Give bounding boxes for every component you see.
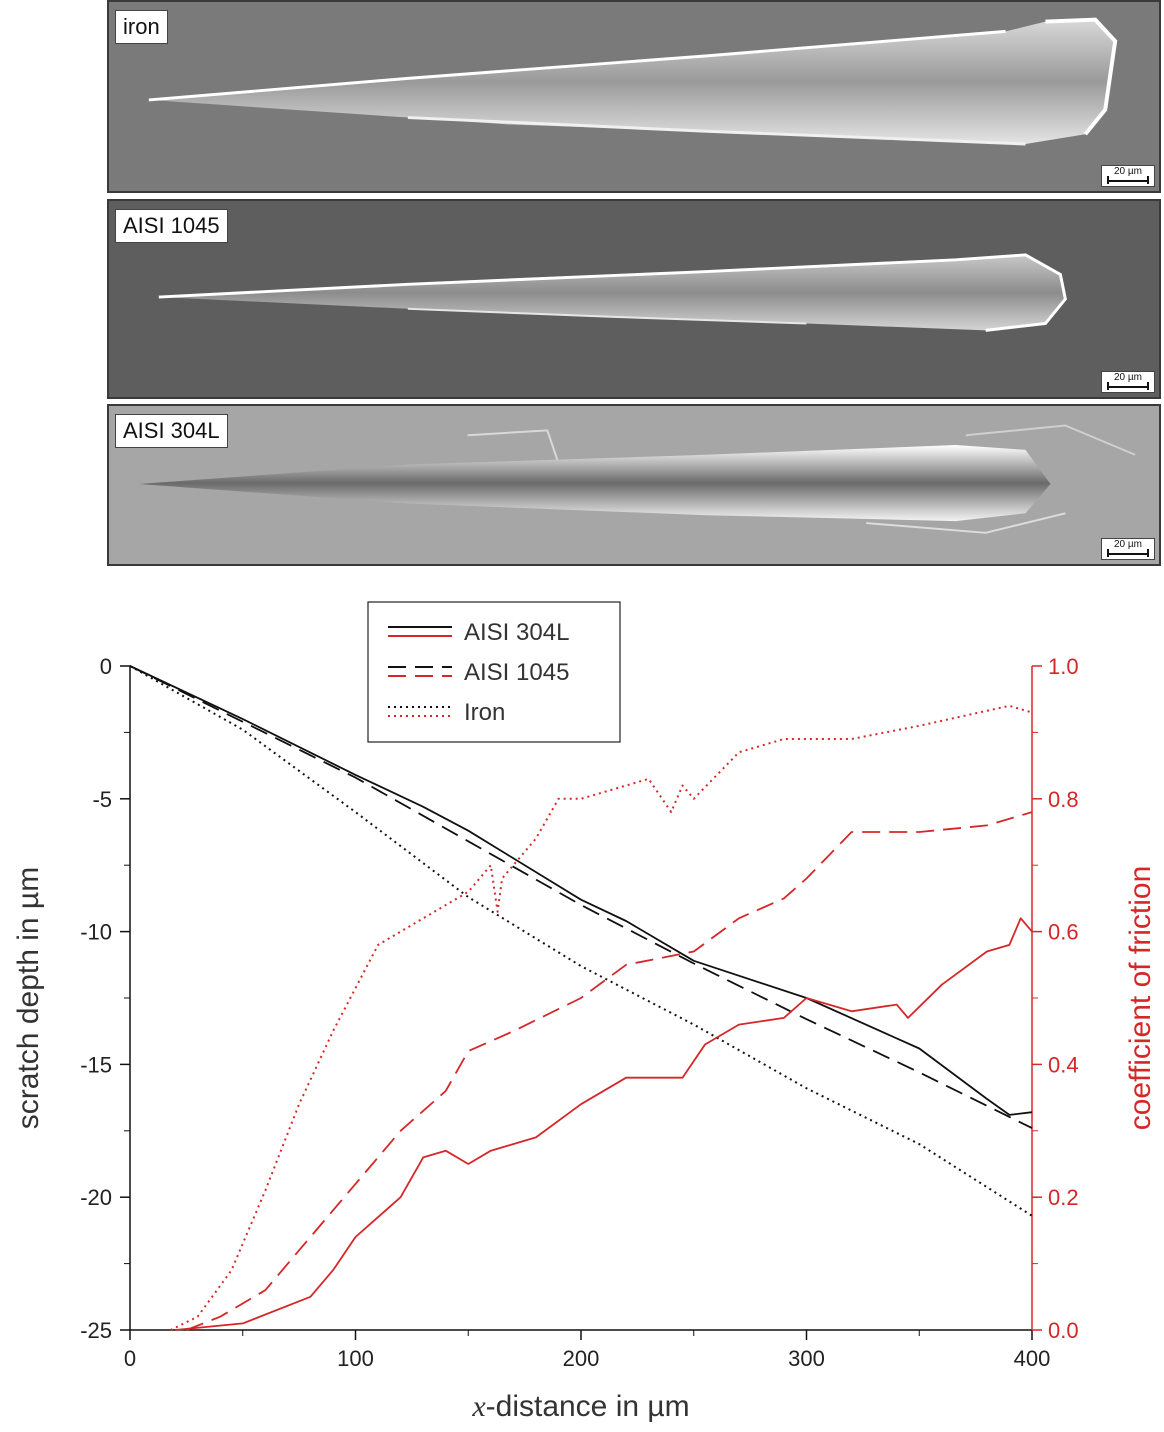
x-tick-label: 0 — [124, 1346, 136, 1371]
scratch-image — [109, 201, 1159, 397]
y2-axis-title: coefficient of friction — [1124, 866, 1157, 1131]
sem-panel-iron: iron 20 µm — [107, 0, 1161, 193]
y-tick-label: -20 — [80, 1185, 112, 1210]
x-tick-label: 400 — [1014, 1346, 1051, 1371]
scale-bar: 20 µm — [1101, 538, 1155, 560]
y-tick-label: -15 — [80, 1052, 112, 1077]
y2-tick-label: 0.2 — [1048, 1185, 1079, 1210]
legend-label: AISI 304L — [464, 619, 569, 646]
y-tick-label: -25 — [80, 1318, 112, 1343]
scratch-image — [109, 2, 1159, 191]
y-tick-label: -5 — [92, 787, 112, 812]
aisi-1045-friction-line — [186, 811, 1033, 1331]
y-axis-title: scratch depth in µm — [12, 867, 45, 1129]
y2-tick-label: 0.6 — [1048, 920, 1079, 945]
legend-label: AISI 1045 — [464, 659, 569, 686]
scale-bar: 20 µm — [1101, 371, 1155, 393]
x-axis-title: x-distance in µm — [471, 1390, 689, 1423]
legend-label: Iron — [464, 699, 505, 726]
y2-tick-label: 1.0 — [1048, 654, 1079, 679]
scratch-chart: 0 100 200 300 400 0 -5 -10 -15 -20 -25 0.0 0.2 0.4 0.6… — [12, 601, 1157, 1423]
iron-depth-line — [129, 665, 1033, 1217]
y-tick-label: -10 — [80, 920, 112, 945]
panel-label: iron — [115, 10, 168, 44]
sem-panel-aisi-304l: AISI 304L 20 µm — [107, 404, 1161, 566]
aisi-304l-friction-line — [175, 917, 1033, 1331]
y2-tick-label: 0.4 — [1048, 1052, 1079, 1077]
x-tick-label: 200 — [563, 1346, 600, 1371]
legend-box — [367, 601, 621, 743]
panel-label: AISI 304L — [115, 414, 228, 448]
y2-tick-label: 0.0 — [1048, 1318, 1079, 1343]
aisi-304l-depth-line — [129, 665, 1033, 1116]
scale-bar: 20 µm — [1101, 165, 1155, 187]
aisi-1045-depth-line — [129, 665, 1033, 1129]
x-tick-label: 300 — [788, 1346, 825, 1371]
iron-friction-line — [170, 704, 1033, 1331]
x-tick-label: 100 — [337, 1346, 374, 1371]
sem-panel-aisi-1045: AISI 1045 20 µm — [107, 199, 1161, 399]
y-tick-label: 0 — [100, 654, 112, 679]
y2-tick-label: 0.8 — [1048, 787, 1079, 812]
scratch-image — [109, 406, 1159, 564]
panel-label: AISI 1045 — [115, 209, 228, 243]
